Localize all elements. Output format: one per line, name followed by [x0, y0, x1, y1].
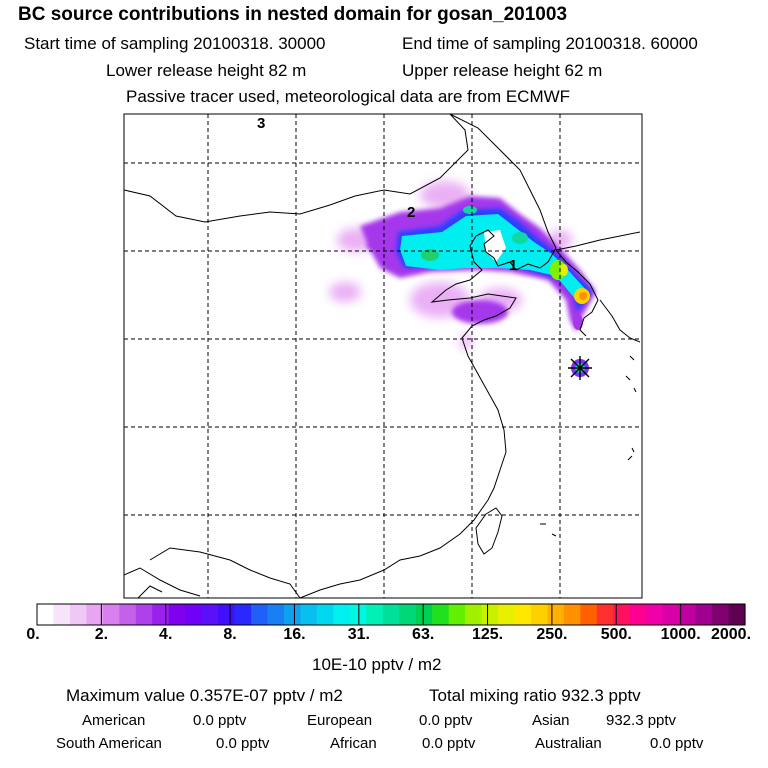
- colorbar-swatch: [679, 604, 697, 625]
- colorbar-swatch: [712, 604, 730, 625]
- colorbar-tick-label: 250.: [536, 626, 568, 643]
- region-value-american: 0.0 pptv: [193, 712, 247, 729]
- region-name-african: African: [330, 735, 377, 752]
- colorbar-swatch: [530, 604, 549, 625]
- lat-lon-grid: [124, 114, 642, 598]
- region-value-european: 0.0 pptv: [419, 712, 473, 729]
- colorbar-swatch: [415, 604, 433, 625]
- lower-release-height-text: Lower release height 82 m: [106, 61, 307, 80]
- colorbar-swatch: [283, 604, 302, 625]
- region-name-european: European: [307, 712, 373, 729]
- colorbar-swatch: [481, 604, 499, 625]
- colorbar-tick-label: 4.: [159, 626, 173, 643]
- map-label-3: 3: [257, 115, 265, 132]
- colorbar-swatch: [316, 604, 334, 625]
- colorbar-swatch: [432, 604, 450, 625]
- colorbar-swatch: [119, 604, 137, 625]
- colorbar-tick-label: 125.: [471, 626, 504, 643]
- colorbar-swatch: [168, 604, 186, 625]
- colorbar-tick-label: 63.: [412, 626, 435, 643]
- colorbar-swatch: [251, 604, 269, 625]
- colorbar-swatch: [201, 604, 219, 625]
- colorbar-swatch: [514, 604, 532, 625]
- colorbar-tick-label: 0.: [26, 626, 40, 643]
- colorbar-swatch: [646, 604, 664, 625]
- colorbar-swatch: [37, 604, 55, 625]
- colorbar-tick-label: 1000.: [660, 626, 701, 643]
- region-value-asian: 932.3 pptv: [606, 712, 677, 729]
- colorbar-tick-label: 2.: [94, 626, 109, 643]
- colorbar-tick-label: 31.: [347, 626, 370, 643]
- total-mixing-ratio-text: Total mixing ratio 932.3 pptv: [429, 686, 641, 705]
- colorbar-swatch: [53, 604, 71, 625]
- colorbar-swatch: [267, 604, 285, 625]
- colorbar-swatch: [695, 604, 713, 625]
- region-value-australian: 0.0 pptv: [650, 735, 704, 752]
- colorbar-swatch: [382, 604, 400, 625]
- region-name-asian: Asian: [532, 712, 570, 729]
- colorbar-unit: 10E-10 pptv / m2: [312, 655, 442, 674]
- receptor-marker-icon: [568, 356, 592, 380]
- colorbar-swatch: [613, 604, 631, 625]
- colorbar-tick-label: 500.: [600, 626, 632, 643]
- colorbar-swatch: [498, 604, 516, 625]
- colorbar-swatch: [448, 604, 466, 625]
- colorbar-tick-label: 8.: [223, 626, 237, 643]
- colorbar-swatch: [69, 604, 87, 625]
- region-name-american: American: [82, 712, 146, 729]
- colorbar-swatch: [185, 604, 203, 625]
- colorbar-swatch: [102, 604, 120, 625]
- colorbar-swatch: [662, 604, 680, 625]
- colorbar-swatch: [580, 604, 598, 625]
- plume-field: [329, 181, 596, 377]
- colorbar-swatch: [333, 604, 351, 625]
- colorbar-swatch: [629, 604, 647, 625]
- colorbar-swatch: [135, 604, 153, 625]
- tracer-note-text: Passive tracer used, meteorological data…: [126, 87, 571, 106]
- maximum-value-text: Maximum value 0.357E-07 pptv / m2: [66, 686, 343, 705]
- colorbar-swatch: [300, 604, 318, 625]
- colorbar-swatch: [563, 604, 581, 625]
- colorbar-swatch: [547, 604, 565, 625]
- map-label-1: 1: [509, 257, 517, 274]
- colorbar-swatch: [366, 604, 384, 625]
- upper-release-height-text: Upper release height 62 m: [402, 61, 603, 80]
- colorbar-swatch: [596, 604, 614, 625]
- colorbar-tick-label: 16.: [283, 626, 306, 643]
- page-title: BC source contributions in nested domain…: [18, 4, 568, 25]
- coastlines: [124, 114, 641, 598]
- region-name-australian: Australian: [535, 735, 602, 752]
- colorbar: [36, 603, 746, 626]
- region-value-south-american: 0.0 pptv: [216, 735, 270, 752]
- map-label-2: 2: [407, 204, 415, 221]
- colorbar-swatch: [234, 604, 252, 625]
- region-name-south-american: South American: [56, 735, 162, 752]
- end-time-text: End time of sampling 20100318. 60000: [402, 34, 698, 53]
- colorbar-swatch: [152, 604, 170, 625]
- colorbar-tick-label: 2000.: [710, 626, 752, 643]
- colorbar-swatch: [399, 604, 417, 625]
- colorbar-swatch: [728, 604, 746, 625]
- map-frame: [123, 113, 643, 599]
- region-value-african: 0.0 pptv: [422, 735, 476, 752]
- colorbar-swatch: [218, 604, 236, 625]
- colorbar-frame: [36, 603, 746, 626]
- colorbar-swatch: [86, 604, 104, 625]
- colorbar-swatch: [465, 604, 483, 625]
- start-time-text: Start time of sampling 20100318. 30000: [24, 34, 326, 53]
